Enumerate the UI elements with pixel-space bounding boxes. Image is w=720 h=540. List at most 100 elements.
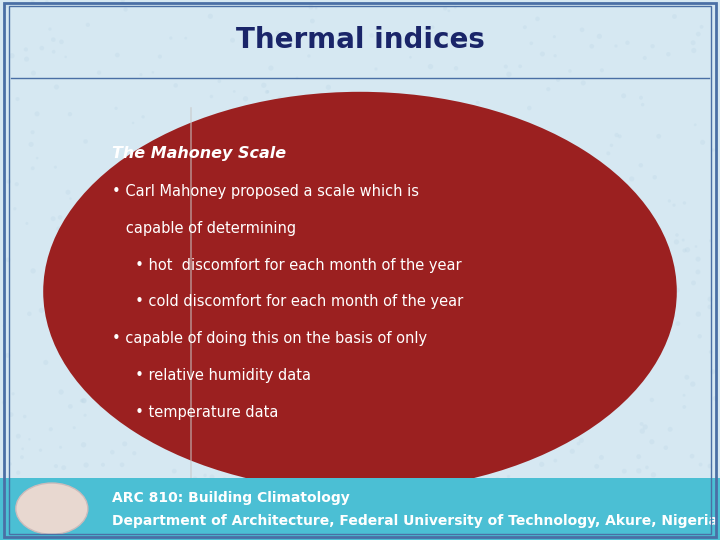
Point	[504, 144, 516, 152]
Point	[59, 481, 71, 489]
Point	[206, 92, 217, 101]
Point	[633, 467, 644, 475]
Point	[158, 202, 170, 211]
Point	[328, 341, 340, 349]
Point	[2, 351, 14, 360]
Point	[138, 312, 150, 320]
Point	[265, 400, 276, 408]
Point	[410, 437, 422, 446]
Point	[219, 474, 230, 483]
Point	[122, 332, 133, 341]
Point	[194, 389, 205, 397]
Point	[224, 217, 235, 226]
Point	[492, 214, 504, 222]
Point	[80, 137, 91, 146]
Point	[36, 306, 48, 315]
Point	[426, 96, 437, 105]
Point	[24, 309, 35, 318]
Point	[396, 177, 408, 185]
Point	[67, 334, 78, 343]
Point	[346, 133, 358, 142]
Point	[228, 201, 240, 210]
Point	[61, 361, 73, 369]
Point	[443, 159, 454, 168]
Point	[673, 478, 685, 487]
Point	[45, 425, 57, 434]
Point	[678, 391, 690, 400]
Point	[228, 87, 240, 96]
Point	[495, 248, 507, 256]
Point	[265, 64, 276, 72]
Point	[78, 396, 90, 405]
Point	[65, 194, 76, 203]
Point	[709, 394, 720, 403]
Point	[119, 440, 130, 448]
Point	[478, 382, 490, 391]
Point	[95, 402, 107, 410]
Point	[12, 94, 23, 103]
Point	[679, 246, 690, 255]
Point	[553, 321, 564, 330]
Point	[687, 380, 698, 388]
Point	[117, 0, 129, 4]
Point	[372, 98, 384, 106]
Point	[130, 217, 141, 226]
Point	[445, 214, 456, 223]
Point	[40, 358, 52, 367]
Point	[27, 128, 38, 137]
Point	[387, 298, 399, 306]
Point	[12, 468, 24, 477]
Point	[394, 384, 405, 393]
Point	[499, 389, 510, 397]
Point	[576, 25, 588, 34]
Point	[543, 340, 554, 348]
Point	[626, 174, 637, 183]
Point	[47, 526, 58, 535]
Point	[55, 508, 66, 516]
Point	[138, 112, 149, 121]
Point	[446, 495, 458, 504]
Point	[671, 286, 683, 294]
Point	[335, 177, 346, 186]
Point	[197, 346, 208, 355]
Point	[415, 143, 426, 151]
Point	[567, 447, 578, 456]
Point	[469, 356, 481, 364]
Point	[469, 235, 481, 244]
Point	[201, 286, 212, 295]
Point	[150, 231, 161, 239]
Point	[349, 253, 361, 262]
Point	[27, 0, 38, 6]
Point	[248, 486, 260, 495]
Point	[99, 219, 110, 227]
Point	[0, 398, 9, 407]
Point	[416, 281, 428, 289]
Point	[247, 194, 258, 202]
Point	[552, 76, 564, 84]
Point	[464, 281, 475, 289]
Point	[633, 453, 644, 461]
Point	[356, 96, 368, 104]
Point	[665, 425, 676, 434]
Point	[240, 94, 251, 103]
Point	[581, 200, 593, 208]
Point	[253, 206, 265, 214]
Point	[205, 377, 217, 386]
Point	[60, 330, 71, 339]
Point	[543, 85, 554, 93]
Point	[350, 104, 361, 112]
Point	[0, 321, 10, 330]
Point	[587, 262, 598, 271]
Point	[78, 441, 89, 449]
Point	[509, 533, 521, 540]
Point	[48, 35, 59, 44]
Point	[289, 217, 300, 225]
Point	[549, 32, 560, 41]
Point	[616, 288, 627, 296]
Point	[94, 68, 105, 77]
Point	[204, 12, 216, 21]
Point	[643, 268, 654, 277]
Point	[297, 137, 308, 146]
Point	[303, 52, 315, 60]
Point	[6, 51, 18, 60]
